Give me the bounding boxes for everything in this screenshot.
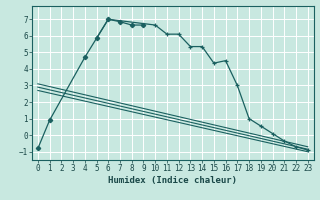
X-axis label: Humidex (Indice chaleur): Humidex (Indice chaleur) xyxy=(108,176,237,185)
